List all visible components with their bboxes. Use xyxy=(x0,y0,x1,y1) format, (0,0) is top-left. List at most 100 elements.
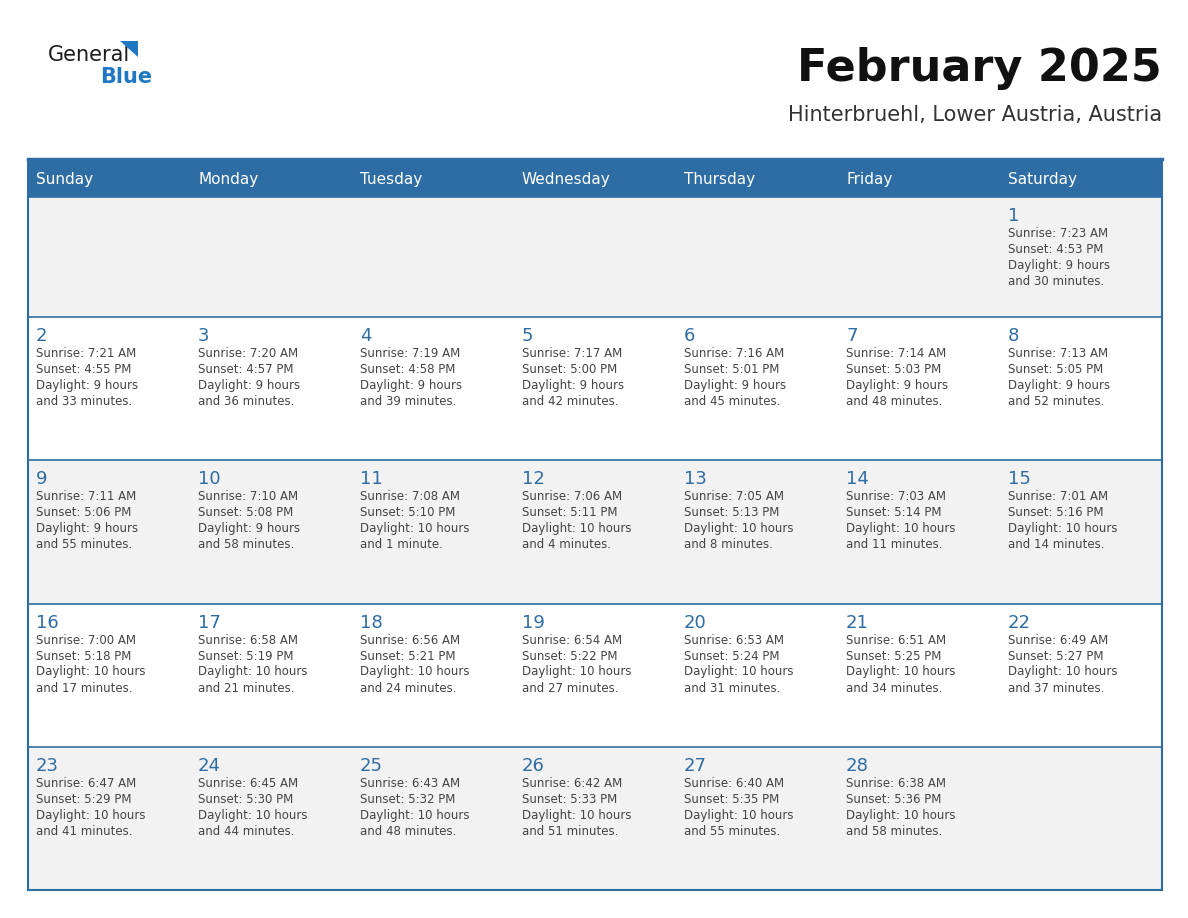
Text: 9: 9 xyxy=(36,470,48,488)
Text: Daylight: 10 hours: Daylight: 10 hours xyxy=(846,522,955,535)
Text: Hinterbruehl, Lower Austria, Austria: Hinterbruehl, Lower Austria, Austria xyxy=(788,105,1162,125)
Text: General: General xyxy=(48,45,131,65)
Text: 18: 18 xyxy=(360,613,383,632)
Text: Daylight: 10 hours: Daylight: 10 hours xyxy=(684,666,794,678)
Text: Sunrise: 7:05 AM: Sunrise: 7:05 AM xyxy=(684,490,784,503)
Text: Sunrise: 7:08 AM: Sunrise: 7:08 AM xyxy=(360,490,460,503)
Text: 4: 4 xyxy=(360,327,372,345)
Text: Sunset: 5:06 PM: Sunset: 5:06 PM xyxy=(36,506,132,520)
Text: Sunset: 5:35 PM: Sunset: 5:35 PM xyxy=(684,793,779,806)
Text: Sunrise: 6:58 AM: Sunrise: 6:58 AM xyxy=(198,633,298,646)
Text: 22: 22 xyxy=(1007,613,1031,632)
Text: Sunset: 5:24 PM: Sunset: 5:24 PM xyxy=(684,650,779,663)
Text: Daylight: 10 hours: Daylight: 10 hours xyxy=(846,809,955,822)
Text: Blue: Blue xyxy=(100,67,152,87)
Text: Daylight: 10 hours: Daylight: 10 hours xyxy=(1007,666,1118,678)
Text: and 48 minutes.: and 48 minutes. xyxy=(846,395,942,408)
Text: 19: 19 xyxy=(522,613,545,632)
Text: 20: 20 xyxy=(684,613,707,632)
Text: 1: 1 xyxy=(1007,207,1019,225)
Text: 3: 3 xyxy=(198,327,209,345)
Text: Daylight: 10 hours: Daylight: 10 hours xyxy=(522,666,632,678)
Text: and 30 minutes.: and 30 minutes. xyxy=(1007,275,1105,288)
Text: and 42 minutes.: and 42 minutes. xyxy=(522,395,619,408)
Text: and 51 minutes.: and 51 minutes. xyxy=(522,824,619,838)
Text: Sunset: 5:11 PM: Sunset: 5:11 PM xyxy=(522,506,618,520)
Text: 21: 21 xyxy=(846,613,868,632)
Text: Sunday: Sunday xyxy=(36,172,93,187)
Text: Sunrise: 6:47 AM: Sunrise: 6:47 AM xyxy=(36,777,137,789)
Text: 8: 8 xyxy=(1007,327,1019,345)
Text: Sunset: 5:19 PM: Sunset: 5:19 PM xyxy=(198,650,293,663)
Text: 11: 11 xyxy=(360,470,383,488)
Text: and 11 minutes.: and 11 minutes. xyxy=(846,538,942,551)
Text: Sunrise: 6:49 AM: Sunrise: 6:49 AM xyxy=(1007,633,1108,646)
Text: Daylight: 9 hours: Daylight: 9 hours xyxy=(1007,259,1110,272)
Text: and 48 minutes.: and 48 minutes. xyxy=(360,824,456,838)
Text: 6: 6 xyxy=(684,327,695,345)
Text: Sunset: 5:30 PM: Sunset: 5:30 PM xyxy=(198,793,293,806)
Text: Daylight: 10 hours: Daylight: 10 hours xyxy=(360,809,469,822)
Bar xyxy=(1000,162,1162,197)
Text: Daylight: 10 hours: Daylight: 10 hours xyxy=(198,809,308,822)
Text: and 52 minutes.: and 52 minutes. xyxy=(1007,395,1105,408)
Text: 23: 23 xyxy=(36,756,59,775)
Text: and 41 minutes.: and 41 minutes. xyxy=(36,824,133,838)
Text: Sunset: 5:16 PM: Sunset: 5:16 PM xyxy=(1007,506,1104,520)
Bar xyxy=(29,460,1162,603)
Text: Monday: Monday xyxy=(198,172,258,187)
Text: 5: 5 xyxy=(522,327,533,345)
Text: Sunset: 5:33 PM: Sunset: 5:33 PM xyxy=(522,793,618,806)
Text: Sunrise: 7:23 AM: Sunrise: 7:23 AM xyxy=(1007,227,1108,240)
Text: Daylight: 10 hours: Daylight: 10 hours xyxy=(522,522,632,535)
Text: Sunrise: 7:00 AM: Sunrise: 7:00 AM xyxy=(36,633,135,646)
Text: 15: 15 xyxy=(1007,470,1031,488)
Text: Sunrise: 6:56 AM: Sunrise: 6:56 AM xyxy=(360,633,460,646)
Text: Sunset: 5:13 PM: Sunset: 5:13 PM xyxy=(684,506,779,520)
Text: 26: 26 xyxy=(522,756,545,775)
Text: and 58 minutes.: and 58 minutes. xyxy=(846,824,942,838)
Bar xyxy=(29,162,190,197)
Text: Daylight: 9 hours: Daylight: 9 hours xyxy=(684,379,786,392)
Text: Saturday: Saturday xyxy=(1007,172,1078,187)
Text: Sunrise: 7:21 AM: Sunrise: 7:21 AM xyxy=(36,347,137,360)
Bar xyxy=(29,162,1162,890)
Text: Sunset: 5:01 PM: Sunset: 5:01 PM xyxy=(684,363,779,376)
Text: and 17 minutes.: and 17 minutes. xyxy=(36,681,133,695)
Text: February 2025: February 2025 xyxy=(797,47,1162,89)
Text: Thursday: Thursday xyxy=(684,172,756,187)
Text: and 4 minutes.: and 4 minutes. xyxy=(522,538,611,551)
Text: Daylight: 10 hours: Daylight: 10 hours xyxy=(360,666,469,678)
Text: 24: 24 xyxy=(198,756,221,775)
Text: Sunrise: 7:14 AM: Sunrise: 7:14 AM xyxy=(846,347,947,360)
Text: Sunrise: 6:43 AM: Sunrise: 6:43 AM xyxy=(360,777,460,789)
Text: Sunrise: 6:42 AM: Sunrise: 6:42 AM xyxy=(522,777,623,789)
Text: Sunrise: 7:16 AM: Sunrise: 7:16 AM xyxy=(684,347,784,360)
Text: Sunset: 5:21 PM: Sunset: 5:21 PM xyxy=(360,650,455,663)
Bar xyxy=(514,162,676,197)
Text: Sunrise: 6:54 AM: Sunrise: 6:54 AM xyxy=(522,633,623,646)
Bar xyxy=(29,603,1162,746)
Text: 28: 28 xyxy=(846,756,868,775)
Text: and 8 minutes.: and 8 minutes. xyxy=(684,538,773,551)
Text: Daylight: 9 hours: Daylight: 9 hours xyxy=(522,379,624,392)
Text: and 31 minutes.: and 31 minutes. xyxy=(684,681,781,695)
Text: Daylight: 10 hours: Daylight: 10 hours xyxy=(684,809,794,822)
Bar xyxy=(676,162,838,197)
Text: 2: 2 xyxy=(36,327,48,345)
Text: Sunrise: 6:53 AM: Sunrise: 6:53 AM xyxy=(684,633,784,646)
Text: Daylight: 9 hours: Daylight: 9 hours xyxy=(1007,379,1110,392)
Text: Daylight: 10 hours: Daylight: 10 hours xyxy=(360,522,469,535)
Text: Sunset: 5:05 PM: Sunset: 5:05 PM xyxy=(1007,363,1104,376)
Text: Sunrise: 7:06 AM: Sunrise: 7:06 AM xyxy=(522,490,623,503)
Text: Sunrise: 7:19 AM: Sunrise: 7:19 AM xyxy=(360,347,460,360)
Bar xyxy=(29,746,1162,890)
Polygon shape xyxy=(120,41,138,57)
Text: Daylight: 9 hours: Daylight: 9 hours xyxy=(36,522,138,535)
Text: Daylight: 9 hours: Daylight: 9 hours xyxy=(360,379,462,392)
Text: Sunset: 5:29 PM: Sunset: 5:29 PM xyxy=(36,793,132,806)
Text: 13: 13 xyxy=(684,470,707,488)
Text: Sunset: 5:22 PM: Sunset: 5:22 PM xyxy=(522,650,618,663)
Text: Sunrise: 6:40 AM: Sunrise: 6:40 AM xyxy=(684,777,784,789)
Text: Sunset: 5:25 PM: Sunset: 5:25 PM xyxy=(846,650,941,663)
